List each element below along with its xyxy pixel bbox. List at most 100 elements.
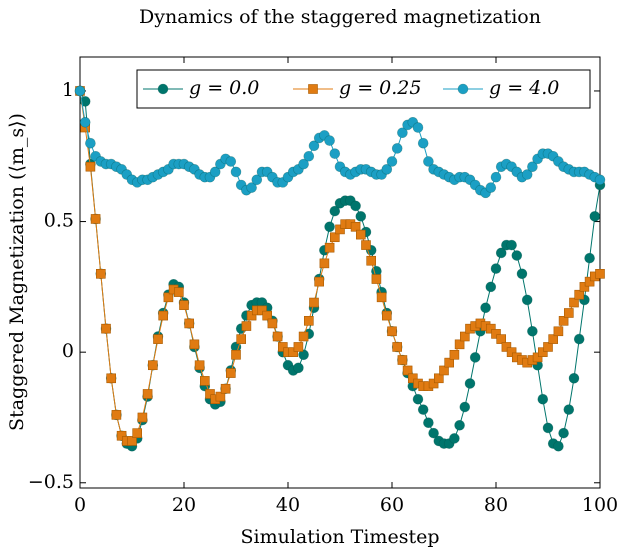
data-point: [490, 171, 502, 183]
data-point: [85, 137, 96, 149]
data-point: [277, 342, 288, 352]
data-point: [506, 347, 517, 357]
data-point: [381, 310, 392, 321]
data-point: [392, 342, 403, 352]
data-point: [174, 287, 184, 297]
data-point: [106, 373, 116, 384]
data-point: [521, 294, 533, 306]
data-point: [521, 169, 533, 180]
data-point: [101, 323, 111, 334]
data-point: [381, 164, 393, 175]
y-axis-label: Staggered Magnetization (⟨m_s⟩): [6, 113, 28, 431]
data-point: [485, 281, 497, 293]
data-point: [469, 352, 481, 363]
y-tick-label: 0: [62, 340, 74, 362]
data-point: [553, 440, 564, 452]
data-point: [548, 334, 559, 344]
data-point: [220, 383, 231, 394]
x-axis-label: Simulation Timestep: [241, 526, 440, 548]
data-point: [184, 318, 194, 329]
data-point: [376, 292, 387, 303]
data-point: [209, 166, 221, 178]
data-point: [79, 96, 91, 107]
data-point: [444, 357, 455, 368]
data-point: [226, 368, 236, 378]
data-point: [96, 269, 106, 279]
data-point: [558, 316, 569, 326]
data-point: [371, 274, 382, 284]
data-point: [527, 161, 538, 173]
series-line: [79, 90, 601, 442]
data-point: [324, 221, 335, 233]
data-point: [501, 342, 512, 352]
chart-title: Dynamics of the staggered magnetization: [139, 6, 541, 28]
data-point: [532, 352, 543, 363]
y-tick-label: 1: [62, 79, 74, 101]
data-point: [324, 242, 335, 253]
data-point: [205, 389, 215, 399]
data-point: [480, 302, 491, 314]
data-point: [511, 250, 523, 261]
data-point: [350, 221, 361, 232]
data-point: [142, 389, 153, 399]
data-point: [491, 329, 501, 339]
legend-label: g = 4.0: [489, 77, 559, 99]
data-point: [584, 276, 595, 287]
data-point: [194, 360, 205, 371]
data-point: [225, 156, 237, 167]
data-point: [391, 143, 403, 154]
data-point: [558, 427, 569, 439]
data-point: [329, 232, 340, 243]
data-point: [355, 211, 367, 222]
data-point: [423, 156, 434, 167]
data-point: [329, 205, 341, 217]
data-point: [543, 342, 553, 352]
data-point: [439, 365, 449, 376]
data-point: [74, 85, 86, 97]
data-point: [148, 360, 158, 371]
data-point: [485, 323, 496, 334]
data-point: [298, 158, 309, 170]
data-point: [527, 325, 538, 337]
data-point: [449, 349, 460, 360]
data-point: [563, 404, 575, 415]
data-point: [79, 117, 91, 128]
data-point: [568, 372, 580, 384]
legend-marker: [157, 83, 169, 95]
data-point: [246, 182, 257, 193]
data-point: [303, 150, 315, 162]
data-point: [428, 378, 439, 389]
data-point: [335, 224, 345, 235]
data-point: [132, 428, 142, 438]
data-point: [397, 355, 408, 365]
data-point: [361, 240, 371, 250]
legend-marker: [308, 84, 318, 94]
data-point: [267, 318, 278, 329]
data-point: [490, 263, 502, 274]
data-point: [366, 255, 377, 266]
data-point: [308, 140, 320, 152]
data-point: [309, 297, 319, 308]
data-point: [542, 422, 554, 434]
legend-box: [136, 69, 591, 109]
data-point: [569, 297, 579, 308]
data-point: [231, 349, 241, 360]
data-point: [137, 412, 148, 423]
data-point: [262, 310, 273, 321]
data-point: [319, 258, 330, 269]
data-point: [236, 334, 246, 344]
data-point: [90, 214, 101, 224]
x-tick-label: 60: [380, 494, 404, 516]
x-tick-label: 80: [484, 494, 508, 516]
data-point: [303, 316, 314, 326]
data-point: [537, 347, 548, 357]
data-point: [563, 308, 574, 318]
data-point: [417, 137, 429, 149]
data-point: [272, 331, 283, 342]
data-point: [257, 305, 267, 316]
data-point: [423, 417, 434, 428]
data-point: [163, 292, 174, 303]
data-point: [251, 174, 263, 186]
data-point: [412, 122, 424, 133]
